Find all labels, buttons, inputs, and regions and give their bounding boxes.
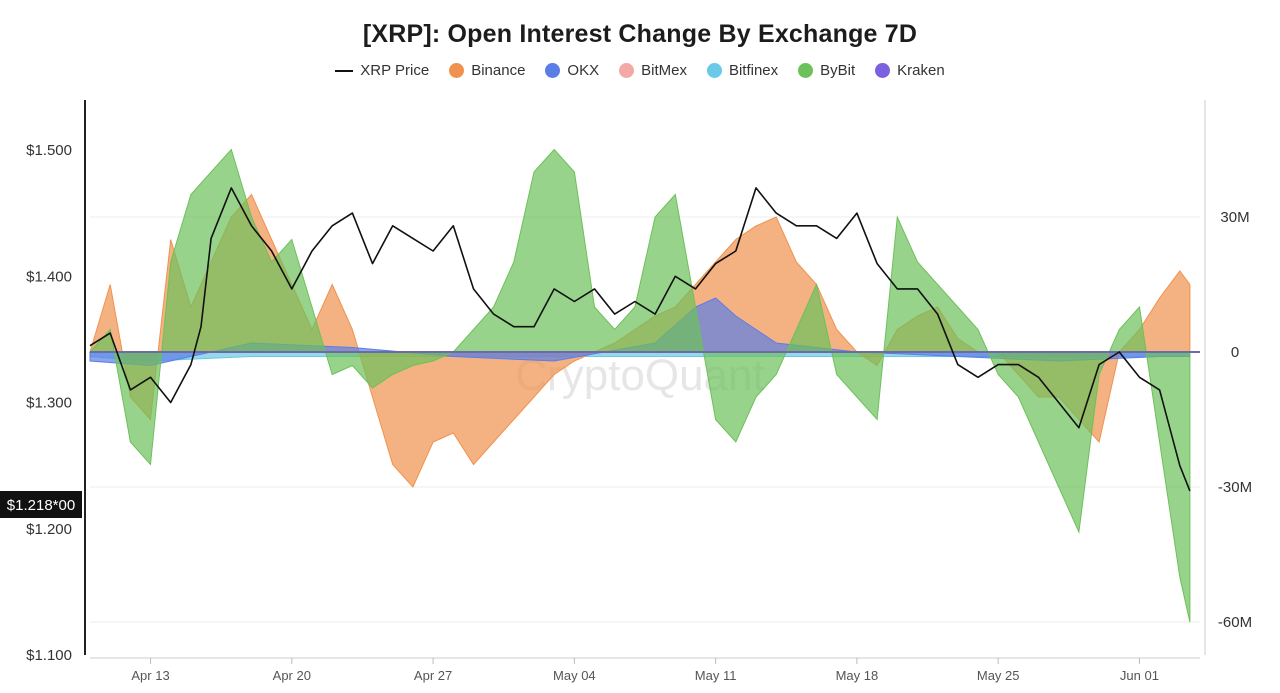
y-left-tick-label: $1.100 — [26, 647, 72, 664]
y-left-tick-label: $1.500 — [26, 142, 72, 159]
legend-label-bitmex: BitMex — [641, 62, 687, 79]
legend-swatch-bitmex — [619, 63, 635, 78]
legend-swatch-xrp-price — [335, 69, 354, 72]
x-tick-label: Apr 27 — [414, 668, 452, 683]
line-xrp-price — [89, 187, 1191, 492]
y-right-tick-label: 30M — [1220, 209, 1249, 226]
y-right-tick-label: -60M — [1218, 614, 1252, 631]
y-left-tick-label: $1.300 — [26, 395, 72, 412]
legend-label-kraken: Kraken — [897, 62, 945, 79]
price-badge: $1.218*00 — [0, 491, 82, 518]
price-badge-bg — [0, 491, 82, 518]
x-tick-label: Jun 01 — [1120, 668, 1159, 683]
x-axis-ticks: Apr 13 Apr 20 Apr 27 May 04 May 11 May 18 May … — [131, 658, 1159, 683]
legend-item-bybit[interactable]: ByBit — [798, 62, 855, 79]
legend-item-kraken[interactable]: Kraken — [875, 62, 945, 79]
legend-label-okx: OKX — [567, 62, 600, 79]
legend-swatch-kraken — [875, 63, 891, 78]
chart-legend: XRP Price Binance OKX BitMex Bitfinex By… — [0, 62, 1280, 79]
legend-swatch-bitfinex — [706, 63, 722, 78]
y-right-tick-label: -30M — [1218, 479, 1252, 496]
legend-label-xrp-price: XRP Price — [360, 62, 430, 79]
legend-item-xrp-price[interactable]: XRP Price — [335, 62, 429, 79]
price-line-group — [89, 187, 1191, 492]
legend-item-binance[interactable]: Binance — [449, 62, 525, 79]
legend-label-binance: Binance — [471, 62, 526, 79]
x-tick-label: Apr 13 — [131, 668, 169, 683]
y-left-tick-label: $1.400 — [26, 268, 72, 285]
area-bybit — [88, 148, 1191, 623]
area-series-group — [88, 148, 1200, 623]
legend-item-bitmex[interactable]: BitMex — [619, 62, 687, 79]
price-badge-text: $1.218*00 — [7, 497, 75, 514]
legend-swatch-okx — [545, 63, 561, 78]
chart-title: [XRP]: Open Interest Change By Exchange … — [362, 20, 918, 48]
y-left-tick-label: $1.200 — [26, 521, 72, 538]
right-axis-ticks: -60M -30M 0 30M — [1218, 209, 1252, 631]
legend-swatch-binance — [449, 63, 465, 78]
legend-item-bitfinex[interactable]: Bitfinex — [706, 62, 779, 79]
legend-label-bybit: ByBit — [820, 62, 856, 79]
x-tick-label: May 11 — [695, 668, 737, 683]
x-tick-label: May 04 — [553, 668, 596, 683]
x-tick-label: May 25 — [977, 668, 1020, 683]
x-tick-label: Apr 20 — [273, 668, 311, 683]
legend-item-okx[interactable]: OKX — [545, 62, 599, 79]
legend-label-bitfinex: Bitfinex — [728, 62, 779, 79]
y-right-tick-label: 0 — [1231, 344, 1239, 361]
left-axis-ticks: $1.100 $1.200 $1.300 $1.400 $1.500 — [26, 142, 72, 664]
x-tick-label: May 18 — [836, 668, 879, 683]
legend-swatch-bybit — [798, 63, 814, 78]
